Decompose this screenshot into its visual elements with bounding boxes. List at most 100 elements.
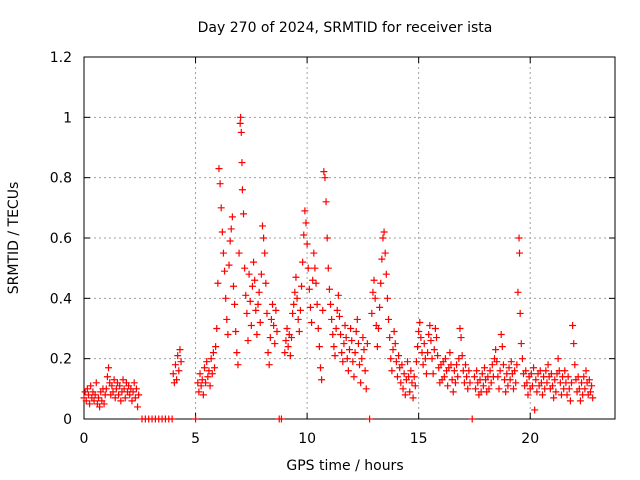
data-point — [171, 361, 179, 369]
data-point — [550, 394, 558, 402]
data-point — [486, 367, 494, 375]
data-point — [242, 291, 250, 299]
data-point — [304, 264, 312, 272]
data-point — [358, 355, 366, 363]
data-point — [420, 340, 428, 348]
data-point — [390, 328, 398, 336]
data-point — [379, 234, 387, 242]
data-point — [322, 198, 330, 206]
data-point — [419, 361, 427, 369]
data-point — [479, 382, 487, 390]
data-point — [109, 388, 117, 396]
data-point — [90, 397, 98, 405]
data-point — [353, 315, 361, 323]
data-point — [380, 228, 388, 236]
data-point — [225, 261, 233, 269]
data-point — [408, 379, 416, 387]
data-point — [251, 276, 259, 284]
data-point — [589, 394, 597, 402]
data-point — [277, 415, 285, 423]
data-point — [243, 309, 251, 317]
data-point — [265, 361, 273, 369]
data-point — [404, 358, 412, 366]
data-point — [407, 367, 415, 375]
data-point — [338, 349, 346, 357]
data-point — [527, 370, 535, 378]
data-point — [244, 337, 252, 345]
data-point — [229, 282, 237, 290]
data-point — [397, 379, 405, 387]
data-point — [588, 382, 596, 390]
data-point — [209, 349, 217, 357]
data-point — [218, 228, 226, 236]
data-point — [343, 355, 351, 363]
y-tick-label: 1 — [63, 110, 72, 126]
data-point — [227, 225, 235, 233]
data-point — [83, 385, 91, 393]
data-point — [314, 325, 322, 332]
data-point — [392, 358, 400, 366]
data-point — [376, 303, 384, 311]
data-point — [551, 376, 559, 384]
data-point — [472, 385, 480, 393]
data-point — [131, 394, 139, 402]
data-point — [393, 373, 401, 381]
data-point — [208, 370, 216, 378]
data-point — [430, 346, 438, 354]
data-point — [464, 385, 472, 393]
data-point — [532, 376, 540, 384]
data-point — [457, 334, 465, 342]
x-tick-label: 10 — [298, 431, 316, 447]
data-point — [332, 325, 340, 332]
data-point — [283, 325, 291, 332]
data-point — [300, 231, 308, 239]
data-point — [96, 403, 104, 411]
data-point — [174, 352, 182, 360]
data-point — [347, 325, 355, 332]
data-point — [292, 273, 300, 281]
y-tick-label: 0.2 — [50, 352, 72, 368]
data-point — [542, 367, 550, 375]
data-point — [451, 379, 459, 387]
data-point — [238, 159, 246, 167]
data-point — [450, 367, 458, 375]
data-point — [315, 343, 323, 351]
data-point — [386, 334, 394, 342]
data-point — [231, 300, 239, 308]
data-point — [284, 343, 292, 351]
data-point — [217, 204, 225, 212]
data-point — [487, 379, 495, 387]
data-point — [497, 331, 505, 339]
data-point — [554, 355, 562, 363]
data-point — [273, 328, 281, 336]
data-point — [312, 279, 320, 287]
data-point — [363, 340, 371, 348]
data-point — [198, 376, 206, 384]
data-point — [103, 373, 111, 381]
data-point — [549, 382, 557, 390]
data-point — [565, 385, 573, 393]
data-point — [341, 321, 349, 329]
data-point — [329, 331, 337, 339]
data-point — [287, 334, 295, 342]
data-point — [130, 379, 138, 387]
chart-title: Day 270 of 2024, SRMTID for receiver ist… — [198, 20, 493, 36]
data-point — [330, 343, 338, 351]
data-point — [411, 382, 419, 390]
data-point — [296, 306, 304, 314]
data-point — [370, 276, 378, 284]
data-point — [305, 285, 313, 293]
data-point — [528, 382, 536, 390]
y-tick-label: 0.8 — [50, 171, 72, 187]
data-point — [465, 367, 473, 375]
data-point — [509, 385, 517, 393]
data-point — [91, 391, 99, 399]
data-point — [496, 367, 504, 375]
data-point — [206, 382, 214, 390]
data-point — [263, 309, 271, 317]
data-point — [466, 379, 474, 387]
data-point — [544, 361, 552, 369]
data-point — [552, 388, 560, 396]
data-point — [346, 346, 353, 354]
data-point — [331, 352, 339, 360]
